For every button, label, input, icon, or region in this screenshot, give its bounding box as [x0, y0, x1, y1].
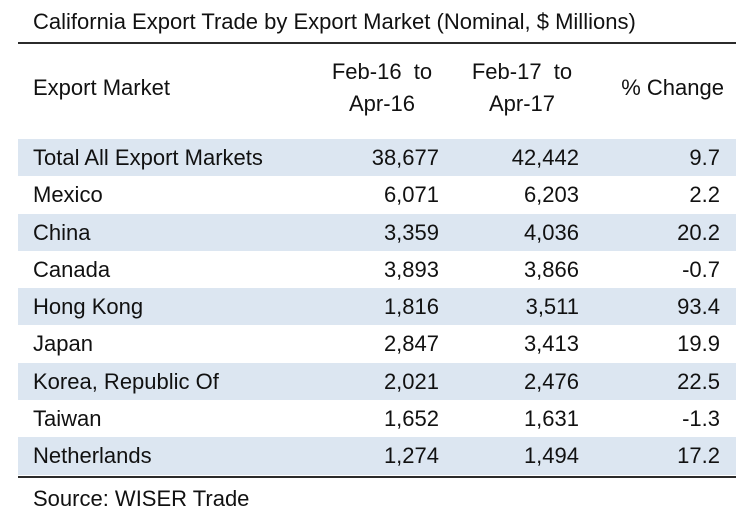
table-row: Netherlands 1,274 1,494 17.2	[18, 437, 736, 475]
feb17-apr17-value: 3,511	[525, 294, 579, 320]
feb17-apr17-value: 6,203	[523, 182, 579, 208]
pct-change-value: 20.2	[677, 219, 720, 245]
feb17-apr17-value: 3,413	[523, 331, 579, 357]
pct-change-value: -1.3	[682, 406, 720, 432]
header-pct-change: % Change	[621, 75, 724, 100]
market-cell: Taiwan	[33, 406, 102, 432]
pct-change-value: 93.4	[677, 294, 720, 320]
header-feb16-apr16: Feb-16 to Apr-16	[318, 56, 446, 120]
top-rule	[18, 42, 736, 44]
table-row: Japan 2,847 3,413 19.9	[18, 325, 736, 362]
source-note: Source: WISER Trade	[33, 486, 250, 511]
market-cell: Hong Kong	[33, 294, 144, 320]
header-feb16-apr16-line1: Feb-16 to	[331, 59, 433, 84]
feb17-apr17-value: 42,442	[511, 145, 579, 170]
feb16-apr16-value: 2,847	[383, 331, 439, 357]
feb16-apr16-value: 3,893	[383, 256, 439, 282]
table-row: Hong Kong 1,816 3,511 93.4	[18, 288, 736, 326]
table-title: California Export Trade by Export Market…	[33, 9, 636, 34]
table-row: Canada 3,893 3,866 -0.7	[18, 251, 736, 288]
market-cell: Total All Export Markets	[33, 145, 263, 170]
table-row: Taiwan 1,652 1,631 -1.3	[18, 400, 736, 437]
market-cell: Japan	[33, 331, 93, 357]
header-feb17-apr17: Feb-17 to Apr-17	[458, 56, 586, 120]
feb16-apr16-value: 2,021	[383, 368, 439, 394]
market-cell: Mexico	[33, 182, 103, 208]
header-export-market: Export Market	[33, 75, 170, 100]
feb17-apr17-value: 1,494	[523, 443, 579, 469]
feb16-apr16-value: 38,677	[371, 145, 439, 170]
feb16-apr16-value: 1,274	[383, 443, 439, 469]
table-row: Korea, Republic Of 2,021 2,476 22.5	[18, 362, 736, 401]
market-cell: Canada	[33, 256, 111, 282]
table-body: Total All Export Markets 38,677 42,442 9.7 M…	[18, 139, 736, 475]
feb16-apr16-value: 1,652	[383, 406, 439, 432]
bottom-rule	[18, 476, 736, 478]
header-feb17-apr17-line1: Feb-17 to	[471, 59, 573, 84]
feb17-apr17-value: 1,631	[523, 406, 579, 432]
feb16-apr16-value: 1,816	[383, 294, 439, 320]
market-cell: Korea, Republic Of	[33, 368, 219, 394]
market-cell: China	[33, 219, 91, 245]
feb16-apr16-value: 6,071	[383, 182, 439, 208]
pct-change-value: -0.7	[682, 256, 720, 282]
table-row: Total All Export Markets 38,677 42,442 9.7	[18, 139, 736, 177]
table-row: Mexico 6,071 6,203 2.2	[18, 176, 736, 213]
pct-change-value: 2.2	[689, 182, 720, 208]
feb17-apr17-value: 3,866	[523, 256, 579, 282]
pct-change-value: 19.9	[677, 331, 720, 357]
header-feb16-apr16-line2: Apr-16	[348, 91, 416, 116]
pct-change-value: 22.5	[677, 368, 720, 394]
feb17-apr17-value: 2,476	[523, 368, 579, 394]
header-feb17-apr17-line2: Apr-17	[488, 91, 556, 116]
pct-change-value: 17.2	[677, 443, 720, 469]
market-cell: Netherlands	[33, 443, 152, 469]
pct-change-value: 9.7	[689, 145, 720, 170]
feb16-apr16-value: 3,359	[383, 219, 439, 245]
table-row: China 3,359 4,036 20.2	[18, 213, 736, 251]
feb17-apr17-value: 4,036	[523, 219, 579, 245]
